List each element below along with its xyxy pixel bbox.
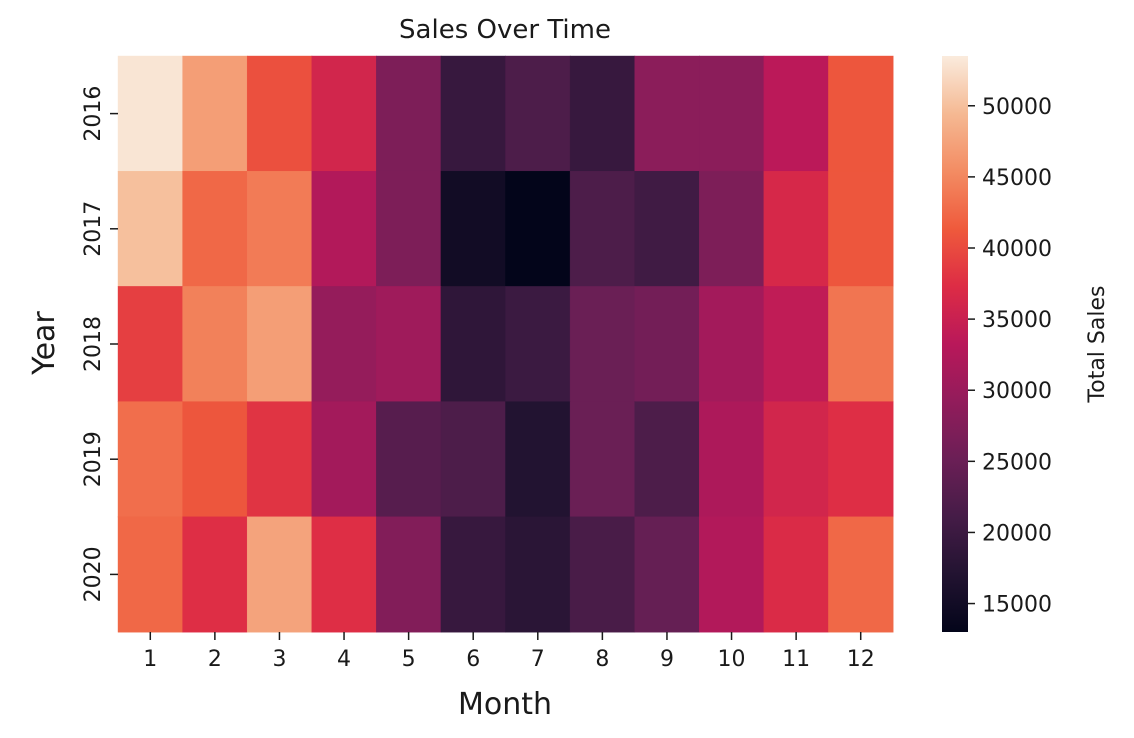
colorbar-tick-label: 35000 [982, 308, 1052, 333]
heatmap-cell [828, 516, 894, 633]
colorbar-tick-label: 40000 [982, 237, 1052, 262]
heatmap-cell [569, 516, 636, 633]
chart-title: Sales Over Time [399, 15, 611, 45]
heatmap-cell [505, 401, 571, 518]
x-tick-label: 2 [208, 647, 222, 672]
x-tick-label: 6 [466, 647, 480, 672]
heatmap-cell [505, 286, 571, 403]
y-axis-label: Year [27, 311, 62, 376]
heatmap-cell [440, 286, 506, 403]
colorbar-label: Total Sales [1085, 286, 1110, 404]
heatmap-cell [182, 516, 248, 633]
heatmap-cell [699, 286, 765, 403]
heatmap-cell [763, 401, 829, 518]
y-tick-label: 2016 [81, 86, 106, 142]
heatmap-cell [828, 55, 894, 172]
heatmap-cell [634, 170, 700, 287]
x-tick-label: 4 [337, 647, 351, 672]
heatmap-cell [246, 55, 313, 172]
heatmap-cell [311, 286, 377, 403]
colorbar-tick-label: 20000 [982, 521, 1052, 546]
heatmap-cell [246, 516, 313, 633]
heatmap-cell [440, 55, 506, 172]
heatmap-cell [440, 401, 506, 518]
heatmap-cell [505, 516, 571, 633]
heatmap-cell [246, 170, 313, 287]
heatmap-cell [311, 401, 377, 518]
x-tick-label: 3 [272, 647, 286, 672]
heatmap-cell [117, 401, 184, 518]
heatmap-cell [828, 401, 894, 518]
y-tick-label: 2020 [81, 546, 106, 602]
heatmap-cell [440, 516, 506, 633]
heatmap-cell [569, 401, 636, 518]
x-tick-label: 7 [531, 647, 545, 672]
heatmap-cell [763, 170, 829, 287]
y-tick-label: 2019 [81, 431, 106, 487]
heatmap-cell [569, 170, 636, 287]
heatmap-cell [828, 286, 894, 403]
heatmap-cell [699, 401, 765, 518]
heatmap-cell [569, 55, 636, 172]
heatmap-cell [246, 401, 313, 518]
heatmap-cell [182, 286, 248, 403]
heatmap-cell [763, 286, 829, 403]
heatmap-cells [117, 55, 894, 633]
heatmap-cell [182, 55, 248, 172]
x-tick-label: 8 [595, 647, 609, 672]
heatmap-cell [828, 170, 894, 287]
heatmap-cell [763, 55, 829, 172]
x-axis-label: Month [458, 687, 552, 722]
x-axis: 1 2 3 4 5 6 7 8 9 10 11 12 [143, 632, 875, 672]
x-tick-label: 5 [402, 647, 416, 672]
heatmap-cell [246, 286, 313, 403]
heatmap-cell [505, 55, 571, 172]
heatmap-cell [182, 401, 248, 518]
x-tick-label: 12 [847, 647, 875, 672]
heatmap-cell [699, 55, 765, 172]
heatmap-cell [634, 286, 700, 403]
heatmap-cell [634, 401, 700, 518]
x-tick-label: 11 [782, 647, 810, 672]
colorbar [942, 56, 968, 632]
heatmap-cell [440, 170, 506, 287]
heatmap-cell [311, 516, 377, 633]
colorbar-tick-label: 25000 [982, 450, 1052, 475]
heatmap-cell [376, 170, 442, 287]
heatmap-cell [505, 170, 571, 287]
heatmap-cell [376, 516, 442, 633]
heatmap-cell [634, 55, 700, 172]
heatmap-cell [182, 170, 248, 287]
heatmap-cell [699, 170, 765, 287]
colorbar-tick-label: 45000 [982, 166, 1052, 191]
x-tick-label: 1 [143, 647, 157, 672]
heatmap-cell [699, 516, 765, 633]
colorbar-axis: 15000 20000 25000 30000 35000 40000 45000 50000 [968, 95, 1052, 618]
colorbar-tick-label: 30000 [982, 379, 1052, 404]
heatmap-cell [376, 401, 442, 518]
heatmap-cell [117, 55, 184, 172]
heatmap-cell [117, 170, 184, 287]
heatmap-cell [634, 516, 700, 633]
y-axis: 2016 2017 2018 2019 2020 [81, 86, 118, 602]
x-tick-label: 10 [718, 647, 746, 672]
y-tick-label: 2017 [81, 201, 106, 257]
heatmap-cell [569, 286, 636, 403]
heatmap-cell [376, 286, 442, 403]
heatmap-cell [311, 55, 377, 172]
heatmap-cell [311, 170, 377, 287]
y-tick-label: 2018 [81, 316, 106, 372]
heatmap-cell [763, 516, 829, 633]
x-tick-label: 9 [660, 647, 674, 672]
heatmap-cell [376, 55, 442, 172]
heatmap-cell [117, 286, 184, 403]
colorbar-tick-label: 15000 [982, 593, 1052, 618]
heatmap-cell [117, 516, 184, 633]
colorbar-tick-label: 50000 [982, 95, 1052, 120]
